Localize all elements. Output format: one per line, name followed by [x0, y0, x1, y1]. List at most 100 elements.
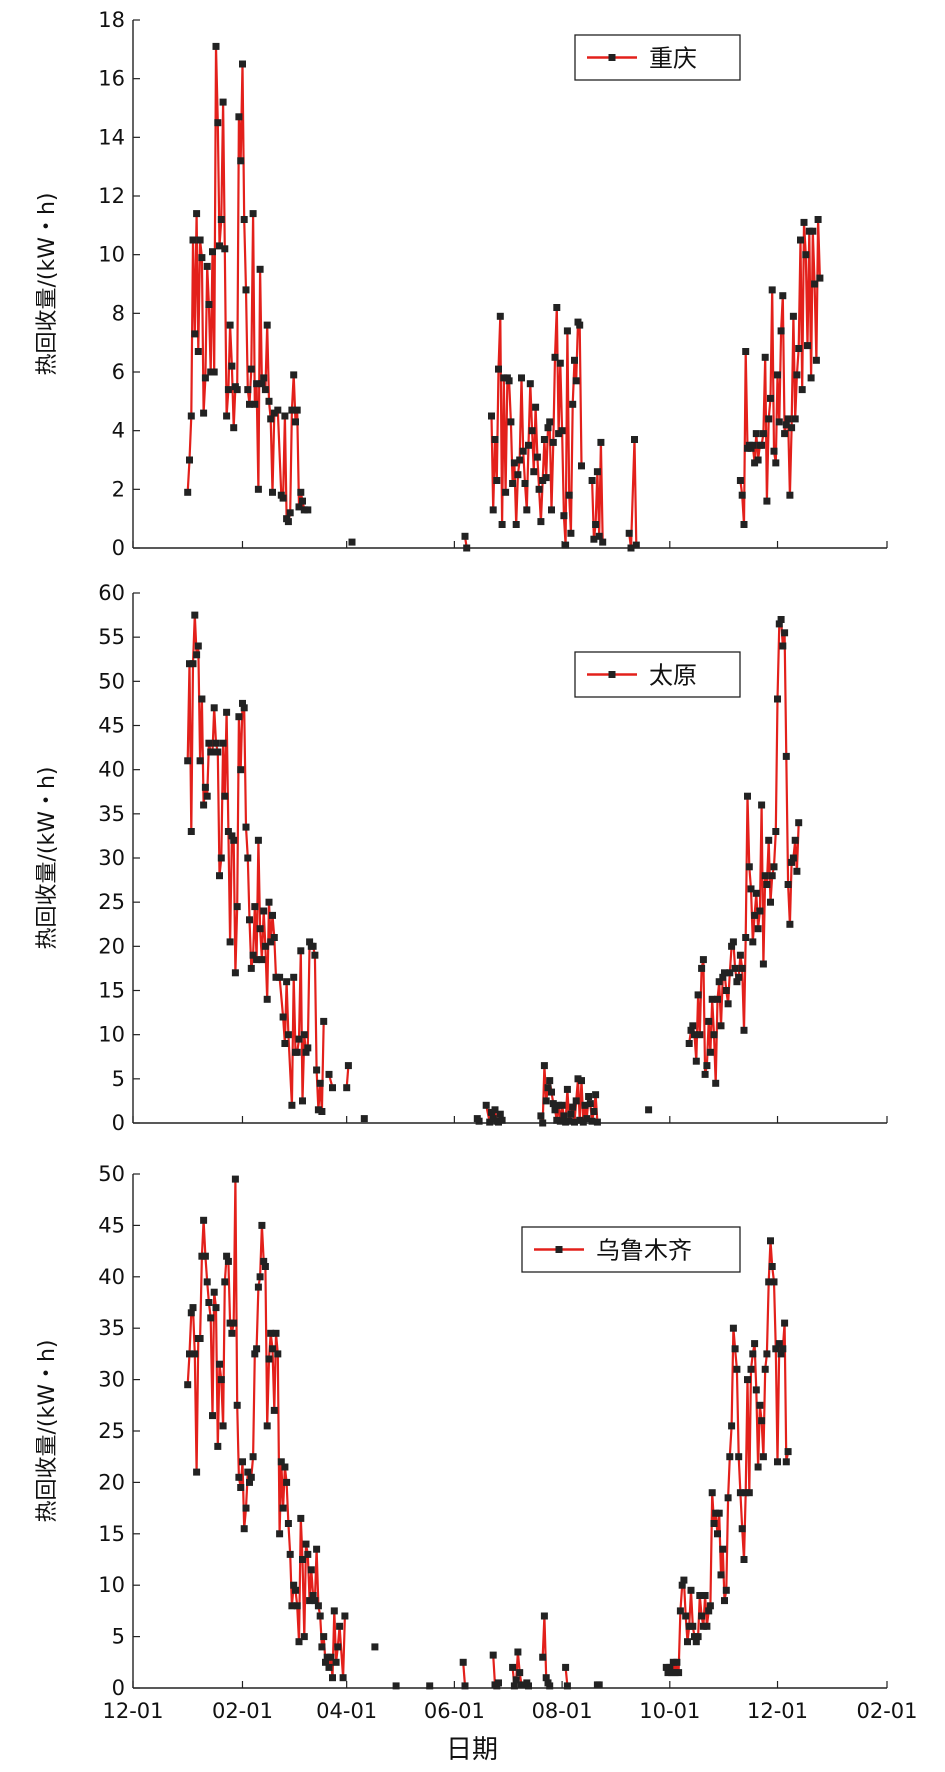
y-tick-label: 45 — [98, 714, 125, 738]
data-point — [224, 828, 232, 835]
y-tick-label: 10 — [98, 1023, 125, 1047]
data-point — [569, 1103, 577, 1111]
legend: 太原 — [574, 651, 741, 698]
data-point — [488, 412, 495, 420]
data-point — [793, 867, 801, 875]
data-point — [706, 1602, 714, 1610]
data-point — [297, 947, 305, 955]
data-point — [276, 973, 284, 981]
data-point — [237, 766, 245, 774]
data-point — [781, 1319, 789, 1327]
data-point — [588, 1117, 596, 1125]
data-point — [281, 1040, 289, 1047]
data-point — [325, 1070, 333, 1078]
legend-label: 重庆 — [649, 45, 697, 73]
y-tick-label: 45 — [98, 1213, 125, 1237]
data-point — [235, 1473, 243, 1481]
data-point — [281, 412, 289, 420]
data-point — [754, 925, 762, 933]
data-point — [256, 265, 264, 273]
data-point — [253, 956, 261, 964]
data-point — [223, 412, 231, 420]
panel-taiyuan: 0 5 10 15 20 25 30 35 40 45 50 55 60 热回收量/(kW・h) 太原 — [35, 581, 888, 1135]
y-tick-label: 16 — [98, 67, 125, 91]
data-point — [548, 1088, 555, 1096]
data-point — [263, 321, 271, 329]
data-point — [788, 424, 796, 432]
data-point — [210, 368, 218, 376]
data-point — [207, 1314, 215, 1322]
data-point — [735, 1453, 743, 1461]
data-point — [738, 491, 746, 499]
data-point — [205, 301, 213, 308]
data-point — [265, 1355, 273, 1363]
data-point — [530, 468, 538, 476]
data-point — [518, 374, 525, 382]
data-point — [691, 1633, 698, 1641]
y-tick-label: 30 — [98, 1368, 125, 1392]
y-tick-label: 35 — [98, 1316, 125, 1340]
data-point — [323, 1653, 331, 1661]
data-point — [212, 42, 220, 50]
legend-box — [574, 34, 741, 81]
data-point — [588, 477, 596, 484]
data-point — [563, 327, 571, 335]
data-point — [724, 1494, 732, 1502]
data-point — [258, 956, 266, 964]
data-point — [307, 1566, 315, 1574]
y-tick-label: 10 — [98, 243, 125, 267]
data-point — [224, 1257, 232, 1265]
data-point — [535, 485, 543, 493]
data-point — [738, 964, 746, 972]
data-point — [761, 1365, 769, 1373]
data-point — [726, 1453, 734, 1461]
data-point — [767, 1237, 774, 1245]
data-point — [274, 1350, 282, 1358]
data-point — [184, 1381, 192, 1389]
data-point — [461, 532, 469, 540]
data-point — [297, 488, 305, 496]
data-point — [392, 1682, 400, 1690]
data-point — [532, 403, 540, 411]
data-point — [777, 616, 785, 623]
data-point — [306, 938, 314, 946]
y-tick-label: 55 — [98, 625, 125, 649]
data-point — [244, 386, 252, 394]
y-tick-label: 15 — [98, 1522, 125, 1546]
y-tick-label: 18 — [98, 8, 125, 32]
data-point — [290, 371, 298, 379]
data-point — [196, 757, 204, 765]
data-point — [689, 1022, 697, 1030]
data-point — [228, 1329, 236, 1337]
data-point — [540, 1612, 548, 1620]
data-point — [768, 872, 776, 880]
data-point — [510, 1682, 518, 1690]
data-point — [542, 474, 550, 482]
data-point — [765, 836, 773, 844]
data-point — [687, 1586, 695, 1594]
data-point — [216, 242, 223, 250]
data-point — [230, 424, 238, 432]
data-point — [223, 708, 231, 716]
data-point — [593, 1118, 601, 1126]
data-point — [300, 1633, 308, 1641]
data-point — [509, 480, 517, 487]
data-point — [242, 1504, 250, 1512]
data-point — [251, 400, 259, 408]
data-point — [265, 397, 273, 405]
data-point — [556, 359, 564, 367]
data-point — [539, 1653, 547, 1661]
data-point — [537, 518, 545, 526]
data-point — [320, 1633, 328, 1641]
data-point — [217, 854, 225, 862]
data-point — [500, 374, 508, 382]
data-point — [540, 1062, 548, 1070]
data-point — [775, 1340, 783, 1348]
data-point — [521, 480, 529, 487]
data-point — [228, 832, 236, 840]
data-point — [599, 538, 607, 546]
data-point — [758, 441, 766, 449]
data-point — [772, 459, 780, 467]
data-point — [791, 836, 799, 844]
data-point — [676, 1607, 684, 1615]
